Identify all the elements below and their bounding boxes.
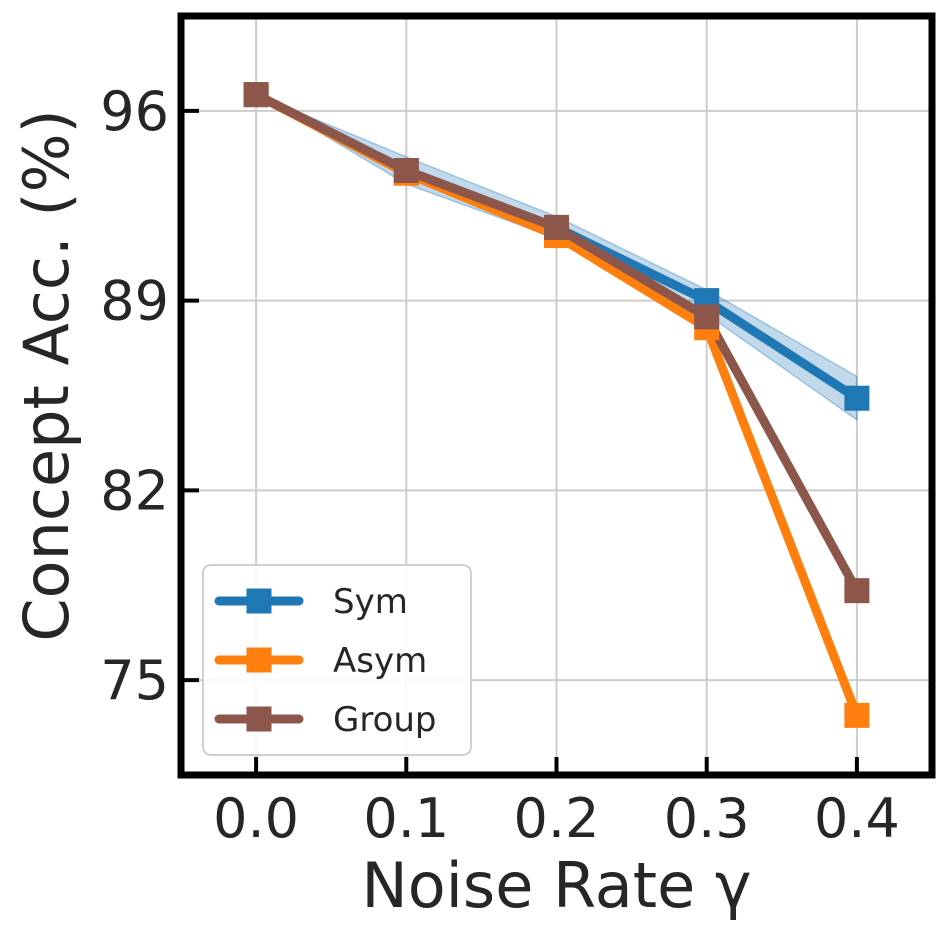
data-point-group [694, 304, 720, 330]
legend-item-sym: Sym [214, 582, 408, 622]
y-tick-label: 75 [100, 649, 169, 712]
legend-marker [246, 588, 272, 614]
series-markers-layer [243, 82, 870, 728]
data-point-sym [844, 385, 870, 411]
legend: Sym Asym Group [202, 564, 472, 756]
data-point-asym [844, 702, 870, 728]
y-axis-label: Concept Acc. (%) [10, 109, 83, 641]
y-tick-label: 96 [100, 80, 169, 143]
legend-item-asym: Asym [214, 641, 427, 681]
x-tick-label: 0.4 [814, 787, 900, 850]
x-axis-label: Noise Rate γ [361, 849, 751, 922]
x-tick-label: 0.0 [213, 787, 299, 850]
legend-label: Asym [333, 641, 427, 681]
legend-label: Group [333, 700, 437, 740]
data-point-group [544, 214, 569, 240]
y-tick-label: 82 [100, 459, 169, 522]
legend-marker [246, 647, 272, 673]
data-point-group [393, 158, 419, 184]
data-point-group [844, 578, 870, 604]
x-tick-label: 0.1 [363, 787, 449, 850]
y-tick-label: 89 [100, 270, 169, 333]
x-tick-label: 0.3 [664, 787, 750, 850]
data-point-group [243, 82, 269, 108]
axis-tick-labels: 0.0 0.1 0.2 0.3 0.4 75 82 89 96 [100, 80, 900, 850]
legend-label: Sym [333, 582, 408, 622]
x-tick-label: 0.2 [514, 787, 600, 850]
legend-item-group: Group [214, 700, 437, 740]
axis-ticks [181, 108, 859, 775]
legend-marker [246, 706, 272, 732]
